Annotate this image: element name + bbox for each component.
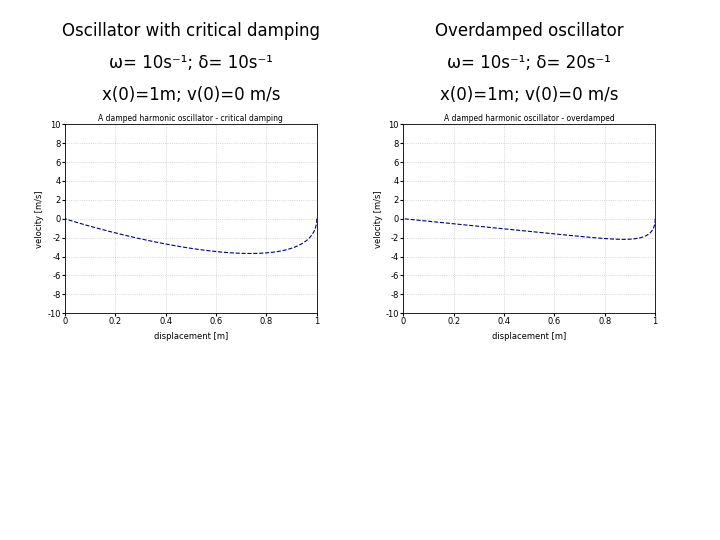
Title: A damped harmonic oscillator - overdamped: A damped harmonic oscillator - overdampe… [444, 114, 615, 124]
Y-axis label: velocity [m/s]: velocity [m/s] [35, 190, 45, 247]
Text: Oscillator with critical damping: Oscillator with critical damping [62, 22, 320, 39]
Text: ω= 10s⁻¹; δ= 20s⁻¹: ω= 10s⁻¹; δ= 20s⁻¹ [447, 54, 611, 72]
Y-axis label: velocity [m/s]: velocity [m/s] [374, 190, 383, 247]
Text: Overdamped oscillator: Overdamped oscillator [435, 22, 624, 39]
Text: x(0)=1m; v(0)=0 m/s: x(0)=1m; v(0)=0 m/s [440, 86, 618, 104]
X-axis label: displacement [m]: displacement [m] [492, 332, 567, 341]
Text: ω= 10s⁻¹; δ= 10s⁻¹: ω= 10s⁻¹; δ= 10s⁻¹ [109, 54, 273, 72]
Title: A damped harmonic oscillator - critical damping: A damped harmonic oscillator - critical … [99, 114, 283, 124]
Text: x(0)=1m; v(0)=0 m/s: x(0)=1m; v(0)=0 m/s [102, 86, 280, 104]
X-axis label: displacement [m]: displacement [m] [153, 332, 228, 341]
